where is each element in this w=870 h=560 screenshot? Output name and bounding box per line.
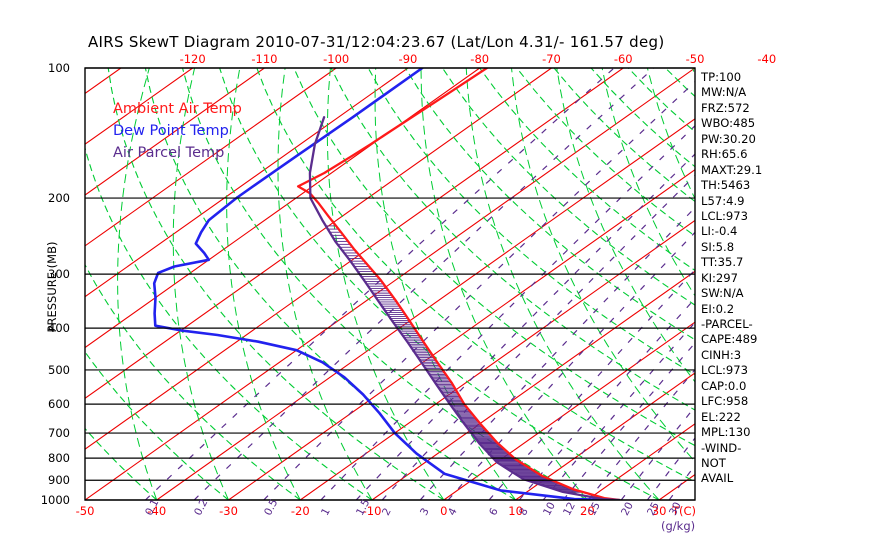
temperature-unit-label: T(C) — [672, 504, 697, 518]
parameter-12: TT:35.7 — [701, 255, 744, 270]
parameter-4: PW:30.20 — [701, 131, 756, 146]
pressure-axis-label: PRESSURE (MB) — [45, 241, 59, 333]
parameter-0: TP:100 — [701, 70, 742, 84]
parameter-17: CAPE:489 — [701, 332, 758, 347]
pressure-tick-500: 500 — [48, 362, 70, 377]
parameter-list: TP:100 MW:N/A FRZ:572 WBO:485 PW:30.20 RH:65.… — [701, 70, 791, 487]
page-title: AIRS SkewT Diagram 2010-07-31/12:04:23.6… — [88, 33, 665, 51]
pressure-tick-800: 800 — [48, 451, 70, 466]
bottom-temp-tick--10: -10 — [362, 504, 382, 518]
parameter-22: EL:222 — [701, 409, 741, 424]
top-temp-tick--120: -120 — [179, 52, 206, 66]
pressure-tick-400: 400 — [48, 321, 70, 336]
top-temp-tick--50: -50 — [685, 52, 705, 66]
parameter-14: SW:N/A — [701, 286, 744, 301]
pressure-tick-600: 600 — [48, 397, 70, 412]
parameter-9: LCL:973 — [701, 208, 749, 223]
top-temp-tick--70: -70 — [542, 52, 561, 66]
legend-ambient-air-temp: Ambient Air Temp — [113, 101, 242, 117]
parameter-24: -WIND- — [701, 440, 742, 455]
parameter-21: LFC:958 — [701, 394, 749, 409]
parameter-1: MW:N/A — [701, 85, 747, 100]
parameter-23: MPL:130 — [701, 425, 751, 440]
bottom-temp-tick-20: 20 — [580, 504, 595, 518]
top-temp-tick--110: -110 — [251, 52, 278, 66]
top-temp-tick--80: -80 — [470, 52, 490, 66]
parameter-19: LCL:973 — [701, 363, 749, 378]
parameter-7: TH:5463 — [701, 178, 751, 193]
parameter-13: KI:297 — [701, 270, 739, 285]
parameter-5: RH:65.6 — [701, 147, 748, 162]
bottom-temp-tick--40: -40 — [147, 504, 167, 518]
parameter-3: WBO:485 — [701, 116, 756, 131]
bottom-temp-tick--30: -30 — [219, 504, 238, 518]
parameter-11: SI:5.8 — [701, 239, 735, 254]
parameter-8: L57:4.9 — [701, 193, 745, 208]
parameter-20: CAP:0.0 — [701, 378, 747, 393]
bottom-temp-tick-0: 0 — [440, 504, 448, 518]
pressure-tick-1000: 1000 — [40, 493, 70, 507]
top-temp-tick--90: -90 — [398, 52, 418, 66]
parameter-6: MAXT:29.1 — [701, 162, 763, 177]
bottom-temp-tick--50: -50 — [75, 504, 95, 518]
parameter-25: NOT — [701, 455, 726, 470]
bottom-temp-tick-10: 10 — [508, 504, 523, 518]
bottom-temp-tick--20: -20 — [290, 504, 310, 518]
parameter-18: CINH:3 — [701, 347, 742, 362]
legend-dew-point-temp: Dew Point Temp — [113, 123, 229, 139]
pressure-tick-900: 900 — [48, 473, 70, 488]
pressure-tick-100: 100 — [48, 61, 70, 75]
pressure-tick-300: 300 — [48, 267, 70, 282]
parameter-2: FRZ:572 — [701, 100, 750, 115]
parameter-26: AVAIL — [701, 471, 734, 486]
legend-air-parcel-temp: Air Parcel Temp — [113, 145, 225, 161]
parameter-16: -PARCEL- — [701, 317, 753, 331]
top-temp-tick--40: -40 — [757, 52, 777, 66]
top-temp-tick--100: -100 — [323, 52, 350, 66]
parameter-10: LI:-0.4 — [701, 224, 738, 239]
pressure-tick-700: 700 — [48, 426, 70, 441]
mixing-ratio-unit-label: (g/kg) — [661, 519, 696, 533]
parameter-15: EI:0.2 — [701, 301, 735, 316]
pressure-tick-200: 200 — [48, 191, 70, 206]
bottom-temp-tick-30: 30 — [651, 504, 667, 518]
top-temp-tick--60: -60 — [613, 52, 633, 66]
